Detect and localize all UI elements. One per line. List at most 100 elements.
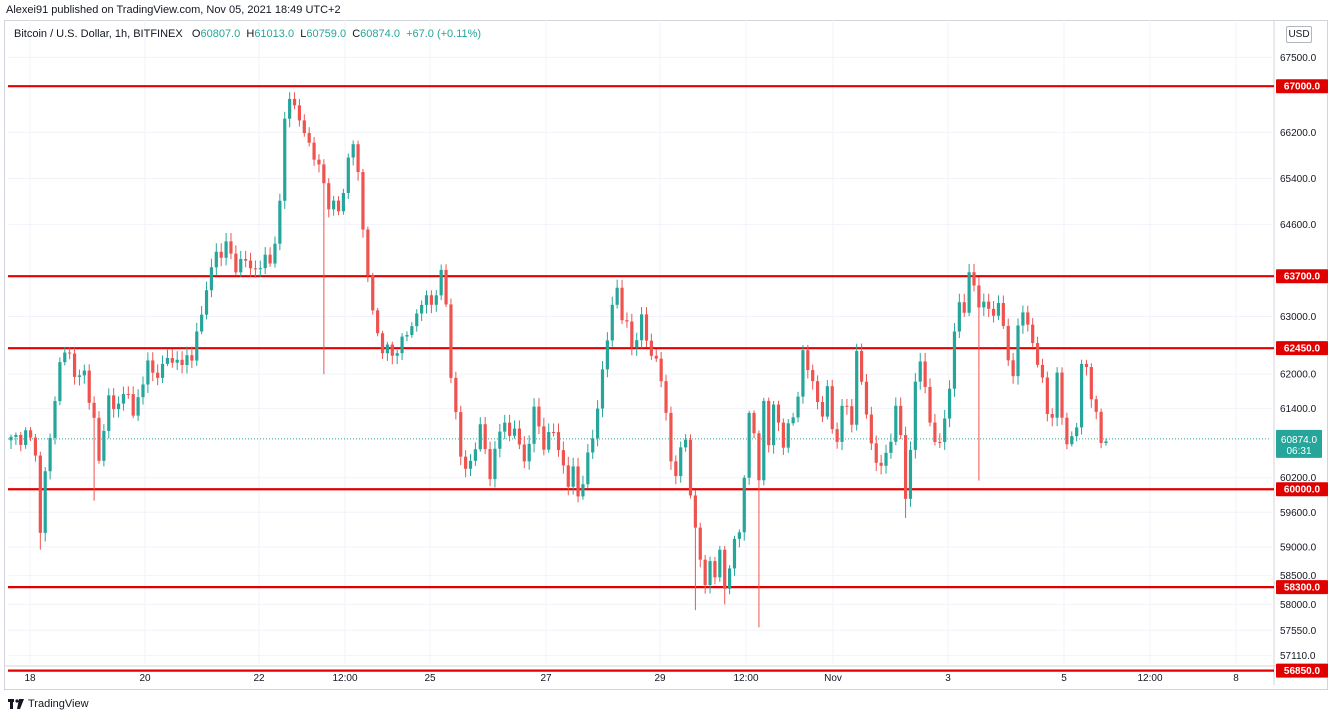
price-axis: 67500.0 66200.0 65400.0 64600.0 63000.0 62000… [1280,53,1317,662]
candle-body [835,429,839,442]
candle-body [561,450,565,466]
candle-body [610,304,614,341]
candle-body [68,352,72,354]
candle-body [556,432,561,451]
candle-body [547,432,551,450]
candle-body [371,275,375,311]
candle-body [786,423,790,448]
candle-body [908,449,913,499]
level-tag-label: 60000.0 [1284,485,1321,496]
candle-body [943,418,947,442]
candle-body [361,172,365,230]
time-tick-label: 12:00 [332,673,357,684]
candle-body [278,200,282,244]
candle-body [508,422,512,436]
candle-body [229,241,233,254]
candle-body [116,403,121,410]
candle-body [718,549,722,578]
candle-body [219,251,223,258]
candle-body [366,229,370,276]
low-label: L [300,28,307,40]
time-axis: 18 20 22 12:00 25 27 29 12:00 Nov 3 5 12:00 8 [24,673,1239,684]
candle-body [596,408,600,439]
candle-body [464,456,468,469]
level-price-tags: 67000.0 63700.0 62450.0 60000.0 58300.0 56850… [1276,79,1328,678]
level-tag-label: 67000.0 [1284,82,1321,93]
candle-body [332,200,336,210]
candle-body [327,183,331,210]
candle-body [322,164,326,184]
candle-body [591,438,595,453]
symbol-legend: Bitcoin / U.S. Dollar, 1h, BITFINEX O608… [14,27,481,41]
candle-body [28,430,33,438]
candle-body [889,441,893,453]
candle-body [947,388,952,419]
candle-body [903,435,908,499]
candle-body [879,462,883,466]
candle-body [454,377,458,413]
price-tick-label: 67500.0 [1280,53,1317,64]
candle-body [156,372,160,378]
candle-body [537,406,541,427]
candle-body [478,424,482,450]
candle-body [952,331,957,389]
candle-body [781,422,785,448]
candle-body [204,290,209,315]
candle-body [581,484,585,497]
level-tag-label: 62450.0 [1284,344,1321,355]
level-tag [1276,482,1328,497]
candle-body [151,360,155,373]
candle-body [703,559,707,586]
candle-body [58,362,62,402]
candle-body [146,360,150,385]
candle-body [434,295,438,305]
footer: TradingView [0,690,1332,718]
candle-body [234,253,238,273]
candle-body [248,260,253,269]
candle-body [644,314,649,341]
candle-body [757,433,761,481]
symbol-name: Bitcoin / U.S. Dollar, 1h, BITFINEX [14,28,183,40]
candle-body [24,430,28,445]
candle-body [292,98,297,106]
last-price-tag: 60874.006:31 [1276,429,1322,458]
candle-body [996,303,1001,316]
candle-body [1021,312,1025,326]
currency-button[interactable]: USD [1286,26,1312,43]
bar-countdown: 06:31 [1286,446,1311,457]
candle-body [77,375,82,377]
candle-body [405,335,409,337]
candle-body [302,120,306,134]
tradingview-logo[interactable]: TradingView [8,698,89,710]
candle-body [767,400,771,446]
candle-body [615,287,619,305]
open-label: O [191,28,201,40]
candle-body [571,466,575,487]
candle-body [801,350,805,397]
candle-body [1006,325,1010,361]
candle-body [640,314,644,341]
candle-body [635,340,639,348]
candle-body [185,355,189,366]
candle-body [200,314,204,332]
candle-body [424,295,429,305]
candle-body [126,394,130,396]
candle-body [268,254,272,264]
candle-body [723,549,727,589]
candle-body [771,404,776,446]
candle-body [253,268,258,270]
price-tick-label: 59600.0 [1280,508,1317,519]
candle-body [688,439,693,496]
price-tick-label: 66200.0 [1280,128,1317,139]
time-tick-label: 22 [253,673,265,684]
candle-body [336,200,341,212]
candle-body [429,295,434,305]
candle-body [244,259,248,261]
candle-body [654,355,658,359]
candle-body [1075,427,1079,437]
candle-body [605,340,609,370]
candle-body [190,355,194,361]
candle-body [195,331,199,361]
candle-body [53,401,57,438]
